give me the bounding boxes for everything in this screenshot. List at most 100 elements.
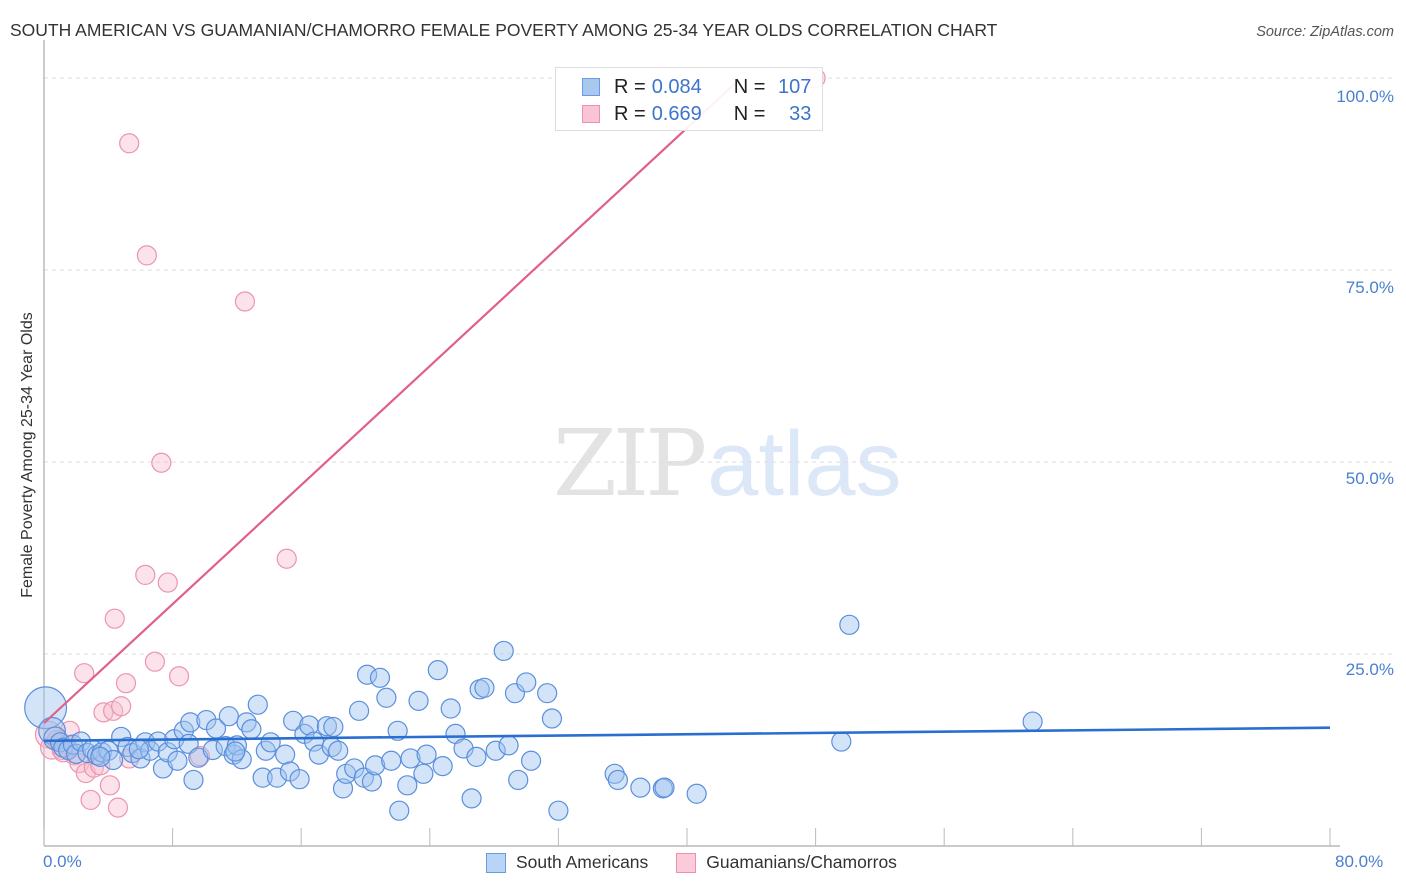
source-label: Source: ZipAtlas.com (1256, 24, 1394, 40)
data-point (328, 740, 349, 761)
data-point (252, 767, 273, 788)
data-point (607, 769, 628, 791)
data-point (376, 687, 397, 708)
legend-label: South Americans (516, 852, 649, 872)
data-point (103, 749, 124, 771)
stats-legend: R = 0.084 N = 107 R = 0.669 N = 33 (555, 67, 823, 131)
data-point (111, 696, 132, 717)
data-point (151, 452, 172, 473)
data-point (38, 716, 66, 745)
data-point (225, 741, 246, 762)
data-point (508, 769, 529, 791)
data-point (283, 710, 304, 731)
legend-row-south-americans: R = 0.084 N = 107 (582, 75, 811, 99)
series-legend: South Americans Guamanians/Chamorros (486, 852, 925, 873)
data-point (400, 748, 421, 769)
trend-lines (43, 82, 1331, 743)
data-point (157, 572, 178, 593)
gridlines (44, 77, 1392, 655)
axes (43, 40, 1340, 847)
data-point (369, 667, 391, 688)
south-american-trend-line (43, 726, 1331, 743)
data-point (498, 735, 519, 756)
y-tick-50: 50.0% (1345, 469, 1394, 488)
legend-row-guamanians: R = 0.669 N = 33 (582, 102, 811, 126)
data-point (493, 640, 514, 662)
data-point (654, 777, 675, 798)
data-point (168, 666, 190, 687)
data-point (323, 716, 344, 738)
y-tick-100: 100.0% (1336, 87, 1394, 106)
data-point (74, 663, 95, 684)
r-label: R = (614, 102, 646, 125)
watermark-atlas: atlas (707, 413, 902, 515)
watermark: ZIPatlas (553, 410, 902, 517)
data-point (115, 673, 137, 694)
legend-item-south-americans[interactable]: South Americans (486, 852, 648, 873)
data-point (49, 732, 71, 753)
guamanian-trend-line (43, 82, 736, 724)
data-point (831, 731, 852, 752)
data-point (541, 708, 563, 729)
y-axis-label: Female Poverty Among 25-34 Year Olds (19, 312, 36, 598)
data-point (180, 712, 201, 733)
legend-swatch-pink (582, 105, 600, 123)
r-value: 0.084 (651, 75, 702, 98)
r-label: R = (614, 75, 646, 98)
data-point (348, 700, 370, 721)
chart-title: SOUTH AMERICAN VS GUAMANIAN/CHAMORRO FEM… (10, 20, 998, 40)
data-point (136, 245, 157, 266)
r-value: 0.669 (651, 102, 702, 125)
south-american-points (24, 614, 1043, 821)
n-label: N = (733, 75, 766, 98)
data-point (183, 769, 204, 791)
data-point (365, 755, 386, 776)
y-tick-75: 75.0% (1345, 278, 1394, 297)
n-value: 107 (778, 75, 812, 98)
data-point (387, 720, 408, 741)
watermark-zip: ZIP (553, 410, 707, 517)
data-point (652, 778, 673, 799)
data-point (241, 719, 262, 740)
data-point (266, 767, 288, 788)
x-tick-0: 0.0% (43, 852, 82, 871)
data-point (1022, 711, 1043, 732)
data-point (381, 750, 402, 771)
legend-swatch-pink (676, 852, 697, 873)
data-point (66, 743, 87, 764)
data-point (416, 744, 437, 765)
data-point (119, 133, 140, 154)
data-point (234, 291, 256, 312)
data-point (604, 763, 625, 784)
data-point (504, 683, 526, 704)
data-point (99, 775, 121, 796)
data-point (686, 783, 707, 804)
data-point (104, 608, 125, 629)
data-point (440, 698, 461, 719)
legend-label: Guamanians/Chamorros (706, 852, 897, 872)
data-point (135, 564, 156, 585)
data-point (299, 715, 320, 736)
data-point (408, 690, 429, 711)
guamanian-points (34, 67, 826, 818)
data-point (316, 716, 338, 737)
data-point (548, 800, 569, 821)
data-point (520, 750, 542, 771)
legend-swatch-blue (582, 78, 600, 96)
data-point (107, 797, 129, 818)
data-point (308, 744, 329, 765)
data-point (275, 744, 296, 765)
data-point (397, 775, 418, 796)
data-point (202, 739, 223, 761)
data-point (218, 706, 239, 727)
data-point (427, 660, 448, 681)
legend-item-guamanians[interactable]: Guamanians/Chamorros (676, 852, 897, 873)
data-point (144, 651, 166, 672)
data-point (516, 672, 537, 693)
data-point (537, 683, 558, 704)
data-point (466, 746, 487, 768)
data-point (289, 769, 310, 790)
data-point (432, 756, 453, 777)
n-value: 33 (789, 102, 812, 125)
